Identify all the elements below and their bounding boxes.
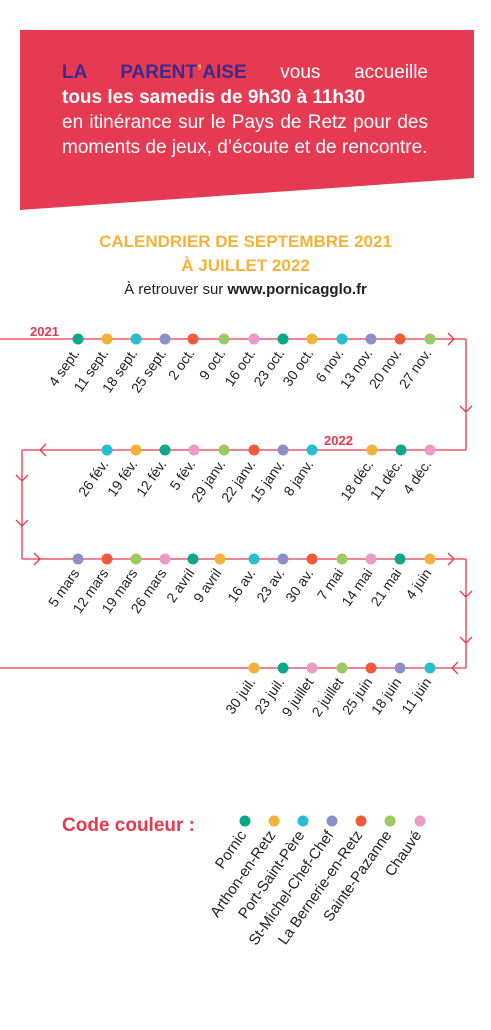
legend-dot — [297, 815, 309, 827]
legend-dot — [414, 815, 426, 827]
website-link[interactable]: www.pornicagglo.fr — [227, 281, 367, 298]
year-label-2022: 2022 — [324, 433, 353, 448]
event-dot[interactable] — [336, 662, 348, 674]
intro-text: LA PARENT’AISE vous accueille tous les s… — [62, 60, 428, 160]
event-dot[interactable] — [365, 333, 377, 345]
event-dot[interactable] — [188, 444, 200, 456]
timeline-arrow — [15, 474, 29, 482]
event-dot[interactable] — [101, 333, 113, 345]
legend-dot — [268, 815, 280, 827]
event-dot[interactable] — [248, 553, 260, 565]
timeline-arrow — [459, 636, 473, 644]
event-dot[interactable] — [424, 333, 436, 345]
event-dot[interactable] — [394, 553, 406, 565]
event-dot[interactable] — [218, 444, 230, 456]
event-dot[interactable] — [306, 662, 318, 674]
legend-dot — [239, 815, 251, 827]
intro-line-1: LA PARENT’AISE vous accueille — [62, 60, 428, 85]
event-dot[interactable] — [187, 333, 199, 345]
event-dot[interactable] — [395, 444, 407, 456]
event-dot[interactable] — [159, 444, 171, 456]
event-dot[interactable] — [277, 333, 289, 345]
event-dot[interactable] — [248, 444, 260, 456]
event-dot[interactable] — [130, 553, 142, 565]
legend-dot — [355, 815, 367, 827]
event-dot[interactable] — [394, 333, 406, 345]
calendar-subtitle: À retrouver sur www.pornicagglo.fr — [0, 281, 491, 298]
year-label-2021: 2021 — [30, 324, 59, 339]
timeline-arrow — [459, 405, 473, 413]
legend-dot — [326, 815, 338, 827]
event-dot[interactable] — [72, 553, 84, 565]
timeline-arrow — [447, 552, 455, 566]
event-dot[interactable] — [130, 444, 142, 456]
event-dot[interactable] — [424, 553, 436, 565]
event-dot[interactable] — [130, 333, 142, 345]
event-dot[interactable] — [214, 553, 226, 565]
calendar-title-line-1: CALENDRIER DE SEPTEMBRE 2021 — [99, 232, 392, 251]
event-dot[interactable] — [187, 553, 199, 565]
event-dot[interactable] — [336, 333, 348, 345]
intro-welcome: vous accueille — [280, 62, 428, 83]
event-dot[interactable] — [394, 662, 406, 674]
timeline-arrow — [39, 443, 47, 457]
timeline-arrow — [447, 332, 455, 346]
org-name: LA PARENT’AISE — [62, 62, 247, 83]
event-dot[interactable] — [218, 333, 230, 345]
event-dot[interactable] — [101, 553, 113, 565]
event-dot[interactable] — [248, 333, 260, 345]
timeline-arrow — [451, 661, 459, 675]
legend-title: Code couleur : — [62, 815, 196, 836]
event-dot[interactable] — [306, 333, 318, 345]
event-dot[interactable] — [366, 444, 378, 456]
event-dot[interactable] — [306, 553, 318, 565]
event-dot[interactable] — [248, 662, 260, 674]
event-dot[interactable] — [336, 553, 348, 565]
event-dot[interactable] — [365, 553, 377, 565]
legend-dot — [384, 815, 396, 827]
event-dot[interactable] — [365, 662, 377, 674]
event-dot[interactable] — [101, 444, 113, 456]
event-dot[interactable] — [306, 444, 318, 456]
banner-background — [20, 30, 474, 210]
event-dot[interactable] — [277, 444, 289, 456]
event-dot[interactable] — [277, 553, 289, 565]
event-dot[interactable] — [424, 662, 436, 674]
calendar-title-line-2: À JUILLET 2022 — [181, 256, 310, 275]
timeline-arrow — [15, 519, 29, 527]
event-dot[interactable] — [424, 444, 436, 456]
timeline-arrow — [33, 552, 41, 566]
timeline-arrow — [459, 590, 473, 598]
event-dot[interactable] — [277, 662, 289, 674]
event-dot[interactable] — [159, 553, 171, 565]
intro-description: en itinérance sur le Pays de Retz pour d… — [62, 112, 428, 158]
event-dot[interactable] — [72, 333, 84, 345]
event-dot[interactable] — [159, 333, 171, 345]
calendar-timeline: 4 sept.11 sept.18 sept.25 sept.2 oct.9 o… — [0, 324, 473, 719]
subtitle-prefix: À retrouver sur — [124, 281, 228, 298]
intro-schedule: tous les samedis de 9h30 à 11h30 — [62, 87, 366, 108]
